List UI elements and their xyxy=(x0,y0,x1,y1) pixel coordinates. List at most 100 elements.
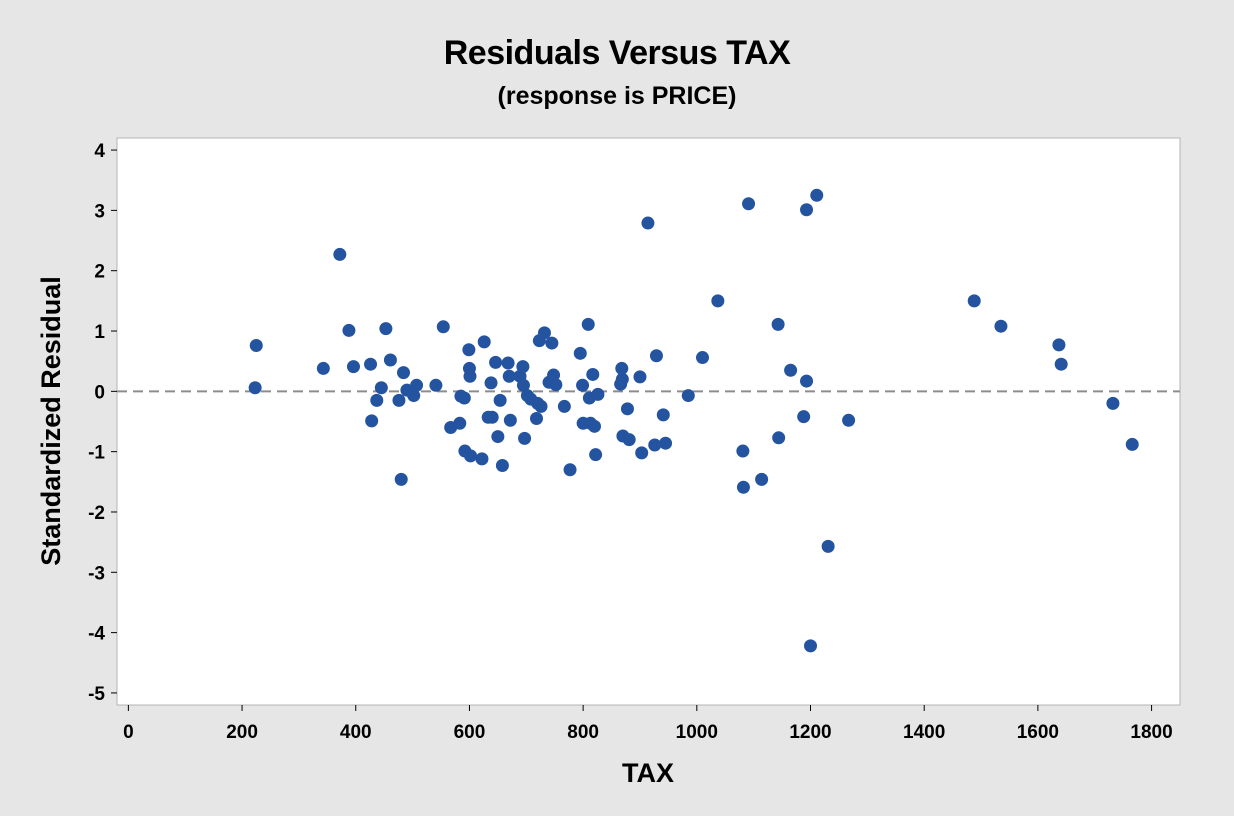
data-point xyxy=(549,378,563,392)
x-tick-label: 1400 xyxy=(903,722,945,743)
data-point xyxy=(462,343,476,357)
data-point xyxy=(316,361,330,375)
data-point xyxy=(436,320,450,334)
data-point xyxy=(1054,357,1068,371)
y-tick-label: -4 xyxy=(88,624,105,645)
x-tick-label: 1200 xyxy=(789,722,831,743)
data-point xyxy=(502,369,516,383)
data-point xyxy=(477,335,491,349)
data-point xyxy=(563,463,577,477)
y-axis-ticks: -5 -4 -3 -2 -1 0 1 2 3 4 xyxy=(88,141,117,705)
data-point xyxy=(518,431,532,445)
data-point xyxy=(842,413,856,427)
chart-subtitle: (response is PRICE) xyxy=(497,82,737,110)
data-point xyxy=(772,431,786,445)
data-point xyxy=(736,480,750,494)
data-point xyxy=(659,436,673,450)
x-tick-label: 0 xyxy=(123,722,134,743)
x-tick-label: 1000 xyxy=(676,722,718,743)
data-point xyxy=(429,378,443,392)
data-point xyxy=(342,323,356,337)
data-point xyxy=(392,393,406,407)
plot-area xyxy=(116,137,1181,706)
data-point xyxy=(620,402,634,416)
x-tick-label: 400 xyxy=(340,722,372,743)
data-point xyxy=(622,433,636,447)
y-axis-label: Standardized Residual xyxy=(36,276,66,566)
data-point xyxy=(464,449,478,463)
data-point xyxy=(755,472,769,486)
data-point xyxy=(501,356,515,370)
data-point xyxy=(1106,396,1120,410)
data-point xyxy=(641,216,655,230)
data-point xyxy=(374,381,388,395)
data-point xyxy=(489,355,503,369)
x-axis-ticks: 0 200 400 600 800 1000 1200 1400 1600 1800 xyxy=(123,705,1173,743)
y-tick-label: 3 xyxy=(94,201,105,222)
data-point xyxy=(530,411,544,425)
data-point xyxy=(800,374,814,388)
y-tick-label: 2 xyxy=(94,262,105,283)
data-point xyxy=(493,393,507,407)
data-point xyxy=(649,349,663,363)
data-point xyxy=(711,294,725,308)
data-point xyxy=(545,336,559,350)
data-point xyxy=(635,446,649,460)
data-point xyxy=(475,452,489,466)
data-point xyxy=(804,639,818,653)
data-point xyxy=(463,369,477,383)
data-point xyxy=(648,438,662,452)
data-point xyxy=(1052,338,1066,352)
data-point xyxy=(800,203,814,217)
data-point xyxy=(370,393,384,407)
data-point xyxy=(534,399,548,413)
data-point xyxy=(784,363,798,377)
y-tick-label: 1 xyxy=(94,322,105,343)
data-point xyxy=(364,357,378,371)
data-point xyxy=(967,294,981,308)
data-point xyxy=(365,414,379,428)
data-point xyxy=(591,387,605,401)
data-point xyxy=(586,367,600,381)
data-point xyxy=(681,389,695,403)
y-tick-label: -5 xyxy=(88,684,105,705)
data-point xyxy=(656,408,670,422)
y-tick-label: 0 xyxy=(94,382,105,403)
data-point xyxy=(810,188,824,202)
data-point xyxy=(797,410,811,424)
data-point xyxy=(615,372,629,386)
data-point xyxy=(537,326,551,340)
data-point xyxy=(771,317,785,331)
data-point xyxy=(581,317,595,331)
data-point xyxy=(346,360,360,374)
data-point xyxy=(485,410,499,424)
data-point xyxy=(821,539,835,553)
y-tick-label: -1 xyxy=(88,443,105,464)
data-point xyxy=(249,338,263,352)
chart-title: Residuals Versus TAX xyxy=(443,34,791,72)
x-tick-label: 800 xyxy=(567,722,599,743)
data-point xyxy=(736,444,750,458)
data-point xyxy=(248,381,262,395)
data-point xyxy=(495,459,509,473)
data-point xyxy=(516,360,530,374)
x-tick-label: 1800 xyxy=(1130,722,1172,743)
data-point xyxy=(457,391,471,405)
data-point xyxy=(589,448,603,462)
data-point xyxy=(410,378,424,392)
data-point xyxy=(453,416,467,430)
data-point xyxy=(484,376,498,390)
data-point xyxy=(503,413,517,427)
x-axis-label: TAX xyxy=(622,758,674,788)
data-point xyxy=(557,399,571,413)
y-tick-label: -3 xyxy=(88,563,105,584)
data-point xyxy=(491,430,505,444)
data-point xyxy=(587,419,601,433)
data-point xyxy=(573,346,587,360)
data-points xyxy=(248,188,1139,653)
data-point xyxy=(994,319,1008,333)
data-point xyxy=(696,351,710,365)
x-tick-label: 200 xyxy=(226,722,258,743)
data-point xyxy=(1125,437,1139,451)
